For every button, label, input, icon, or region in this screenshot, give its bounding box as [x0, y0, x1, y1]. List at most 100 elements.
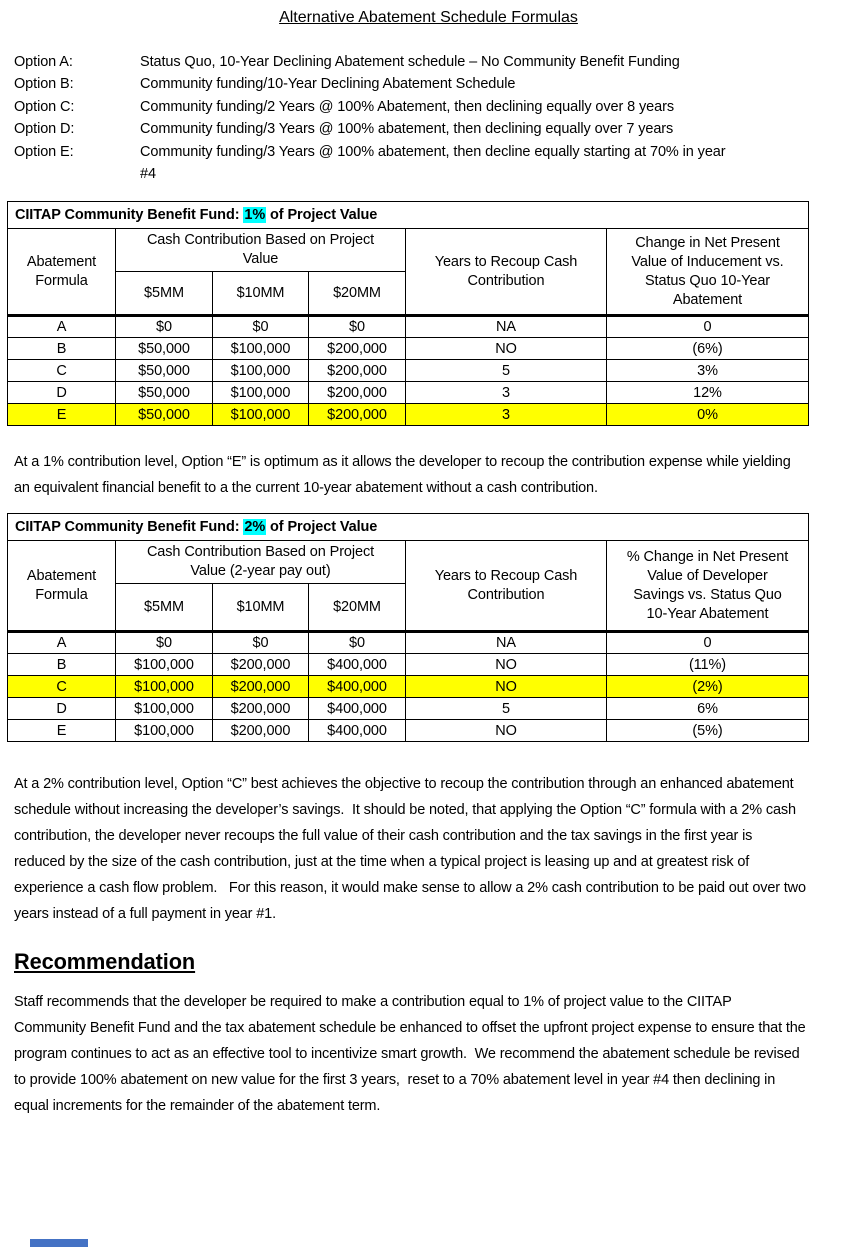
- options-list: Option A: Status Quo, 10-Year Declining A…: [14, 51, 857, 185]
- table-cell: 3: [405, 381, 607, 405]
- table-row: B $100,000 $200,000 $400,000 NO (11%): [7, 653, 809, 677]
- table-cell: $100,000: [212, 359, 309, 383]
- table-cell: $50,000: [115, 381, 213, 405]
- table-title-prefix: CIITAP Community Benefit Fund:: [15, 206, 244, 223]
- option-label: Option B:: [14, 76, 74, 93]
- table-cell: $200,000: [212, 697, 309, 721]
- table-cell: $400,000: [308, 719, 406, 743]
- table-cell: $200,000: [212, 653, 309, 677]
- table-cell: $400,000: [308, 697, 406, 721]
- header-change-npv: Change in Net Present Value of Inducemen…: [606, 228, 809, 318]
- table-cell: $400,000: [308, 675, 406, 699]
- table-header-group-row: Abatement Formula Cash Contribution Base…: [7, 228, 809, 318]
- table-row: E $100,000 $200,000 $400,000 NO (5%): [7, 719, 809, 743]
- table-cell: 6%: [606, 697, 809, 721]
- page-title-text: Alternative Abatement Schedule Formulas: [279, 9, 578, 26]
- table-cell: 12%: [606, 381, 809, 405]
- table-row: C $50,000 $100,000 $200,000 5 3%: [7, 359, 809, 383]
- table-cell: $0: [212, 631, 309, 655]
- table-cell: C: [7, 359, 116, 383]
- table-cell: NA: [405, 631, 607, 655]
- header-10mm: $10MM: [212, 271, 309, 318]
- table-cell: $100,000: [212, 337, 309, 361]
- table-cell: NO: [405, 337, 607, 361]
- table-cell: NA: [405, 315, 607, 339]
- header-10mm: $10MM: [212, 583, 309, 634]
- table-title: CIITAP Community Benefit Fund: 2% of Pro…: [7, 513, 809, 542]
- table-cell: $100,000: [212, 403, 309, 427]
- option-label: Option D:: [14, 121, 75, 138]
- table-cell: E: [7, 719, 116, 743]
- table-cell: 0: [606, 315, 809, 339]
- table-row: D $100,000 $200,000 $400,000 5 6%: [7, 697, 809, 721]
- table-cell: E: [7, 403, 116, 427]
- table-cell: $0: [115, 631, 213, 655]
- table-cell: NO: [405, 675, 607, 699]
- table-cell: $200,000: [308, 403, 406, 427]
- table-cell: $100,000: [115, 719, 213, 743]
- table-cell: 3: [405, 403, 607, 427]
- table-row: A $0 $0 $0 NA 0: [7, 315, 809, 339]
- table-body: A $0 $0 $0 NA 0 B $100,000 $200,000 $400,000 NO (11…: [7, 631, 809, 743]
- header-change-npv: % Change in Net Present Value of Develop…: [606, 540, 809, 634]
- table-cell: $100,000: [212, 381, 309, 405]
- option-row: Option E: Community funding/3 Years @ 100…: [14, 141, 857, 186]
- option-text: Status Quo, 10-Year Declining Abatement …: [140, 54, 680, 70]
- option-row: Option C: Community funding/2 Years @ 100…: [14, 96, 857, 118]
- option-text: Community funding/3 Years @ 100% abateme…: [140, 121, 674, 138]
- benefit-fund-table-2pct: CIITAP Community Benefit Fund: 2% of Pro…: [7, 513, 809, 743]
- blue-marker-bar: [30, 1239, 88, 1247]
- table-cell: $400,000: [308, 653, 406, 677]
- option-row: Option B: Community funding/10-Year Decli…: [14, 73, 857, 95]
- table-cell: $50,000: [115, 337, 213, 361]
- table-row: D $50,000 $100,000 $200,000 3 12%: [7, 381, 809, 405]
- table-cell: $50,000: [115, 359, 213, 383]
- table-title: CIITAP Community Benefit Fund: 1% of Pro…: [7, 201, 809, 230]
- page-title: Alternative Abatement Schedule Formulas: [0, 0, 857, 27]
- table-row: C $100,000 $200,000 $400,000 NO (2%): [7, 675, 809, 699]
- option-text: Community funding/3 Years @ 100% abateme…: [140, 143, 726, 183]
- table-cell: (11%): [606, 653, 809, 677]
- header-5mm: $5MM: [115, 583, 213, 634]
- table-title-suffix: of Project Value: [266, 518, 378, 535]
- table-cell: $0: [212, 315, 309, 339]
- table-title-prefix: CIITAP Community Benefit Fund:: [15, 518, 244, 535]
- table-cell: NO: [405, 719, 607, 743]
- cyan-highlight: 2%: [243, 518, 267, 535]
- table-row: A $0 $0 $0 NA 0: [7, 631, 809, 655]
- table-cell: $200,000: [212, 719, 309, 743]
- option-label: Option A:: [14, 54, 73, 70]
- table-cell: D: [7, 697, 116, 721]
- table-cell: $200,000: [308, 337, 406, 361]
- table-cell: $100,000: [115, 675, 213, 699]
- table-cell: $50,000: [115, 403, 213, 427]
- table-title-suffix: of Project Value: [266, 206, 378, 223]
- table-cell: C: [7, 675, 116, 699]
- table-cell: $200,000: [212, 675, 309, 699]
- table-cell: D: [7, 381, 116, 405]
- table-header-group-row: Abatement Formula Cash Contribution Base…: [7, 540, 809, 634]
- paragraph-2pct-analysis: At a 2% contribution level, Option “C” b…: [14, 776, 810, 923]
- table-cell: $0: [308, 315, 406, 339]
- table-cell: $200,000: [308, 381, 406, 405]
- option-text: Community funding/2 Years @ 100% Abateme…: [140, 98, 674, 115]
- table-cell: 3%: [606, 359, 809, 383]
- table-cell: A: [7, 315, 116, 339]
- header-years-to-recoup: Years to Recoup Cash Contribution: [405, 540, 607, 634]
- table-title-row: CIITAP Community Benefit Fund: 1% of Pro…: [7, 201, 809, 230]
- table-cell: 0%: [606, 403, 809, 427]
- header-5mm: $5MM: [115, 271, 213, 318]
- table-subheader-row: $5MM $10MM $20MM: [8, 271, 809, 318]
- header-20mm: $20MM: [308, 583, 406, 634]
- header-cash-contribution-group: Cash Contribution Based on Project Value: [115, 228, 406, 273]
- option-text: Community funding/10-Year Declining Abat…: [140, 76, 516, 93]
- table-cell: $0: [308, 631, 406, 655]
- table-cell: 5: [405, 697, 607, 721]
- benefit-fund-table-1pct: CIITAP Community Benefit Fund: 1% of Pro…: [7, 201, 809, 427]
- table-cell: (2%): [606, 675, 809, 699]
- table-cell: $0: [115, 315, 213, 339]
- header-abatement-formula: Abatement Formula: [7, 228, 116, 318]
- header-cash-contribution-group: Cash Contribution Based on Project Value…: [115, 540, 406, 585]
- option-row: Option A: Status Quo, 10-Year Declining A…: [14, 51, 857, 73]
